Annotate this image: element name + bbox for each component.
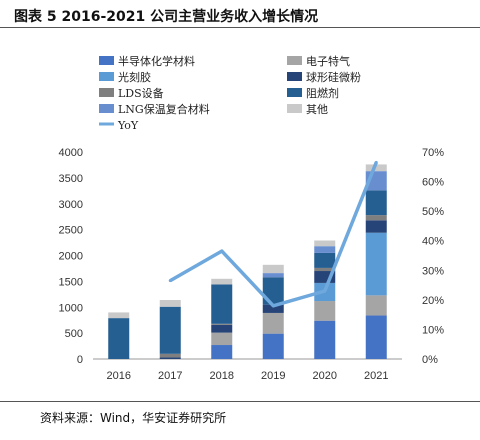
legend-label: 其他 <box>306 103 328 116</box>
y-tick-label: 3500 <box>59 173 83 185</box>
axes: 0 500 1000 1500 2000 2500 3000 3500 4000 0% 10% 20%… <box>59 147 445 382</box>
y2-tick-label: 70% <box>422 147 444 159</box>
bars <box>108 164 387 359</box>
bar-segment <box>314 246 336 253</box>
legend-label: YoY <box>117 119 139 132</box>
source-note: 资料来源：Wind，华安证券研究所 <box>40 411 227 425</box>
yoy-point <box>168 279 172 283</box>
legend-label: LNG保温复合材料 <box>118 102 210 116</box>
y2-tick-label: 0% <box>422 354 438 366</box>
x-tick-label: 2016 <box>107 370 131 382</box>
bar-segment <box>365 295 387 316</box>
y-tick-label: 0 <box>77 354 83 366</box>
x-tick-label: 2018 <box>210 370 234 382</box>
yoy-line <box>168 160 378 308</box>
y-tick-label: 500 <box>65 328 83 340</box>
y2-tick-label: 50% <box>422 206 444 218</box>
y2-tick-label: 30% <box>422 265 444 277</box>
bar-segment <box>211 324 233 333</box>
bar-segment <box>159 306 181 354</box>
bar-segment <box>314 271 336 283</box>
legend-swatch <box>287 88 302 97</box>
x-tick-label: 2019 <box>261 370 285 382</box>
legend-swatch <box>287 56 302 65</box>
bar-segment <box>262 312 284 334</box>
yoy-point <box>323 289 327 293</box>
bar-segment <box>262 304 284 313</box>
y-tick-label: 3000 <box>59 199 83 211</box>
bar-segment <box>365 190 387 216</box>
bar-segment <box>211 345 233 359</box>
bar-segment <box>159 357 181 359</box>
yoy-point <box>220 249 224 253</box>
legend-label: LDS设备 <box>118 86 164 100</box>
bar-segment <box>365 315 387 359</box>
bar-segment <box>314 301 336 321</box>
legend-label: 半导体化学材料 <box>118 54 195 68</box>
bar-segment <box>365 220 387 233</box>
y-tick-label: 2000 <box>59 251 83 263</box>
top-rule <box>0 27 480 28</box>
x-tick-label: 2017 <box>158 370 182 382</box>
y-tick-label: 2500 <box>59 225 83 237</box>
y-tick-label: 4000 <box>59 147 83 159</box>
legend-label: 电子特气 <box>306 54 350 68</box>
bar-segment <box>159 353 181 358</box>
bar-segment <box>314 252 336 268</box>
y2-tick-label: 10% <box>422 324 444 336</box>
bar-segment <box>262 273 284 278</box>
x-tick-label: 2020 <box>313 370 337 382</box>
bar-segment <box>211 278 233 285</box>
y2-tick-label: 60% <box>422 177 444 189</box>
bar-segment <box>262 264 284 274</box>
bar-segment <box>108 318 130 359</box>
legend-label: 阻燃剂 <box>306 86 339 100</box>
legend-swatch <box>287 104 302 113</box>
bar-segment <box>262 333 284 359</box>
legend-label: 球形硅微粉 <box>306 70 361 84</box>
bar-segment <box>314 267 336 272</box>
bar-segment <box>365 164 387 172</box>
bar-segment <box>365 215 387 221</box>
bar-segment <box>211 323 233 325</box>
yoy-point <box>271 304 275 308</box>
x-tick-label: 2021 <box>364 370 388 382</box>
legend-swatch <box>99 88 114 97</box>
legend-swatch <box>287 72 302 81</box>
bar-segment <box>211 332 233 346</box>
y2-tick-label: 20% <box>422 295 444 307</box>
bottom-rule <box>0 401 480 402</box>
bar-segment <box>314 320 336 359</box>
chart-title: 图表 5 2016-2021 公司主营业务收入增长情况 <box>14 9 319 25</box>
legend-swatch <box>99 72 114 81</box>
y-tick-label: 1500 <box>59 276 83 288</box>
bar-segment <box>159 300 181 307</box>
yoy-point <box>374 160 378 164</box>
bar-segment <box>365 232 387 296</box>
legend-swatch <box>99 56 114 65</box>
legend-swatch <box>99 104 114 113</box>
bar-segment <box>314 240 336 247</box>
bar-segment <box>262 277 284 305</box>
bar-segment <box>108 312 130 319</box>
bar-segment <box>211 284 233 324</box>
y2-tick-label: 40% <box>422 236 444 248</box>
legend-label: 光刻胶 <box>118 70 151 84</box>
y-tick-label: 1000 <box>59 302 83 314</box>
